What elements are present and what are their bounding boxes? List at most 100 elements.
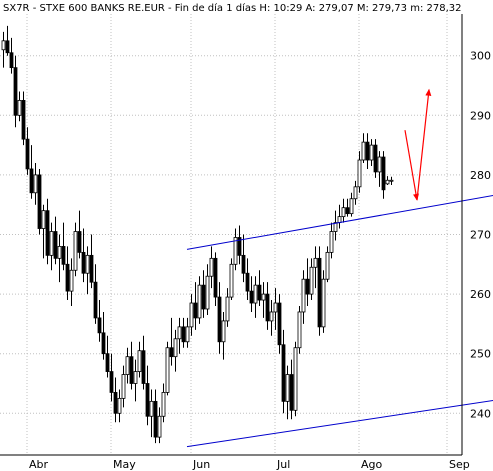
- candle-body: [17, 100, 22, 116]
- candle-body: [5, 40, 10, 54]
- candle-body: [253, 284, 258, 304]
- candle-body: [33, 174, 38, 194]
- y-tick-label: 250: [470, 348, 491, 361]
- candle-body: [361, 141, 366, 161]
- candle-body: [141, 350, 146, 384]
- x-tick-label: Sep: [449, 458, 470, 471]
- candle-body: [169, 347, 174, 358]
- candle-body: [225, 296, 230, 322]
- candle-body: [245, 272, 250, 292]
- candle-body: [13, 67, 18, 116]
- candle-body: [129, 356, 134, 384]
- x-tick-label: Abr: [29, 458, 49, 471]
- x-tick-label: Jul: [276, 458, 290, 471]
- candle-body: [333, 222, 338, 232]
- candle-body: [229, 263, 234, 298]
- candle-body: [341, 207, 346, 218]
- candle-body: [21, 100, 26, 140]
- candle-body: [25, 138, 30, 170]
- candle-body: [121, 374, 126, 399]
- candle-body: [317, 257, 322, 328]
- candle-body: [113, 392, 118, 414]
- candle-body: [89, 254, 94, 283]
- candle-body: [29, 168, 34, 194]
- candle-body: [133, 371, 138, 384]
- candle-body: [45, 210, 50, 256]
- candle-body: [201, 284, 206, 310]
- candle-body: [221, 320, 226, 343]
- candle-body: [53, 231, 58, 259]
- candle-body: [49, 231, 54, 256]
- candle-body: [325, 251, 330, 280]
- overlay-layer: [186, 88, 493, 448]
- candle-body: [273, 302, 278, 313]
- candle-body: [69, 269, 74, 292]
- candle-body: [197, 284, 202, 319]
- candle-body: [97, 317, 102, 334]
- candle-body: [369, 144, 374, 161]
- candle-body: [285, 374, 290, 402]
- candle-body: [329, 231, 334, 253]
- candle-body: [305, 278, 310, 295]
- candle-body: [193, 302, 198, 319]
- y-tick-label: 260: [470, 288, 491, 301]
- candle-layer: [1, 25, 394, 444]
- candle-body: [9, 52, 14, 69]
- candle-body: [93, 281, 98, 319]
- candle-body: [149, 400, 154, 417]
- candle-body: [261, 293, 266, 301]
- candle-body: [217, 296, 222, 343]
- lower-channel-line: [186, 399, 493, 448]
- candle-body: [81, 251, 86, 274]
- candle-body: [357, 159, 362, 188]
- candle-body: [385, 179, 390, 185]
- candle-body: [85, 254, 90, 274]
- candle-body: [373, 144, 378, 173]
- candle-body: [41, 210, 46, 229]
- candle-body: [249, 290, 254, 304]
- candle-body: [269, 311, 274, 322]
- candle-body: [289, 374, 294, 411]
- y-tick-label: 240: [470, 407, 491, 420]
- candle-body: [309, 266, 314, 295]
- candle-body: [237, 237, 242, 256]
- candle-body: [233, 237, 238, 265]
- candle-body: [337, 216, 342, 223]
- candle-body: [209, 257, 214, 277]
- candle-body: [345, 207, 350, 215]
- candle-body: [61, 246, 66, 265]
- candle-body: [145, 383, 150, 417]
- candle-body: [281, 344, 286, 402]
- candle-body: [125, 356, 130, 375]
- axis-layer: 240 250 260 270 280 290 300 Abr May Jun Jul Ago Sep: [0, 14, 491, 471]
- candle-body: [185, 326, 190, 343]
- candle-body: [117, 397, 122, 414]
- upper-channel-line: [186, 195, 493, 250]
- y-tick-label: 300: [470, 50, 491, 63]
- y-tick-label: 280: [470, 169, 491, 182]
- candle-body: [77, 231, 82, 253]
- candle-body: [1, 40, 6, 51]
- candle-body: [377, 156, 382, 173]
- y-tick-label: 290: [470, 109, 491, 122]
- candle-body: [65, 263, 70, 292]
- candle-body: [161, 392, 166, 417]
- candle-body: [37, 174, 42, 229]
- candle-body: [153, 400, 158, 438]
- candle-body: [381, 156, 386, 191]
- candle-body: [297, 311, 302, 349]
- candle-body: [57, 246, 62, 259]
- candle-body: [321, 278, 326, 328]
- candle-body: [181, 326, 186, 343]
- candle-body: [349, 198, 354, 215]
- candle-body: [101, 332, 106, 355]
- candle-body: [165, 347, 170, 393]
- candle-body: [257, 284, 262, 301]
- up-arrow: [416, 88, 432, 201]
- candle-body: [213, 257, 218, 298]
- candle-body: [109, 371, 114, 393]
- x-tick-label: May: [113, 458, 136, 471]
- candle-body: [137, 350, 142, 372]
